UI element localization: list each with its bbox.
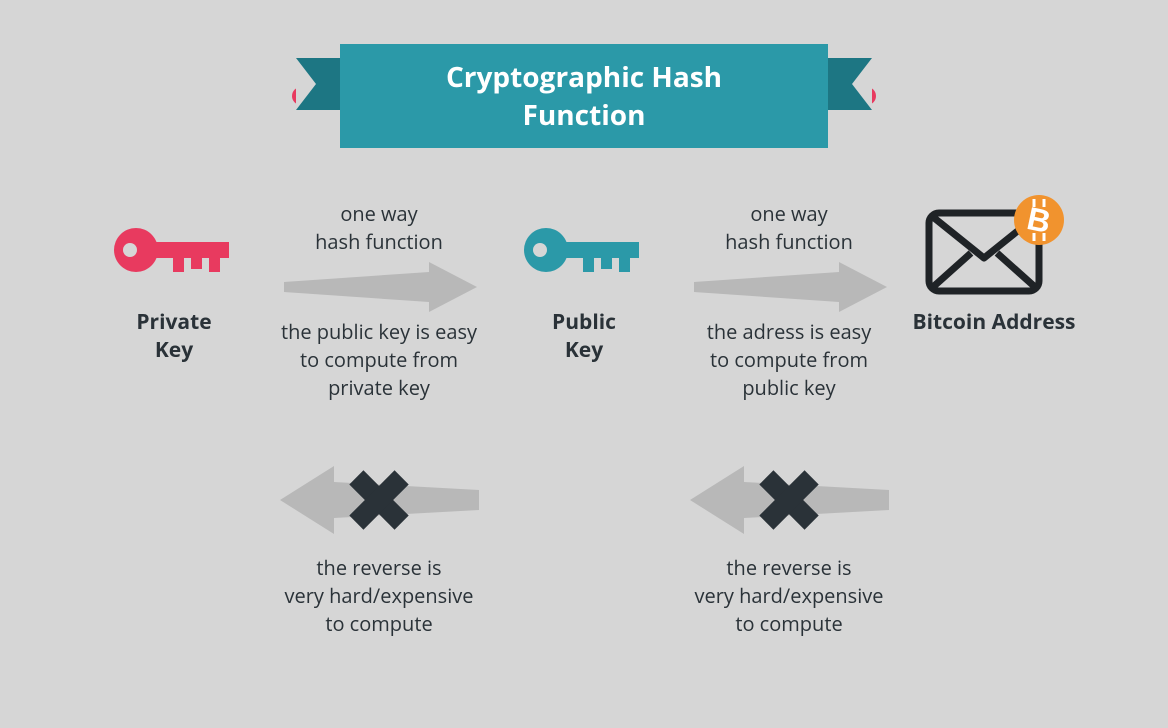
arrow-left-blocked-icon <box>262 460 497 540</box>
node-bitcoin-address: B Bitcoin Address <box>907 200 1082 336</box>
arrow-bottom-text: the public key is easyto compute frompri… <box>262 318 497 402</box>
node-label: PublicKey <box>497 308 672 365</box>
node-private-key: PrivateKey <box>87 200 262 365</box>
reverse-arrow-1: the reverse isvery hard/expensiveto comp… <box>262 460 497 638</box>
banner-ribbon: Cryptographic Hash Function <box>340 44 828 148</box>
reverse-text: the reverse isvery hard/expensiveto comp… <box>262 554 497 638</box>
flow-row: PrivateKey one wayhash function the publ… <box>0 200 1168 402</box>
envelope-bitcoin-icon: B <box>907 200 1082 300</box>
arrow-bottom-text: the adress is easyto compute frompublic … <box>672 318 907 402</box>
title-banner: Cryptographic Hash Function <box>292 44 876 148</box>
banner-title: Cryptographic Hash Function <box>340 44 828 148</box>
key-icon <box>497 200 672 300</box>
forward-arrow-2: one wayhash function the adress is easyt… <box>672 200 907 402</box>
arrow-top-text: one wayhash function <box>262 200 497 256</box>
arrow-right-icon <box>672 262 907 312</box>
node-label: Bitcoin Address <box>907 308 1082 336</box>
node-label: PrivateKey <box>87 308 262 365</box>
reverse-text: the reverse isvery hard/expensiveto comp… <box>672 554 907 638</box>
forward-arrow-1: one wayhash function the public key is e… <box>262 200 497 402</box>
key-icon <box>87 200 262 300</box>
node-public-key: PublicKey <box>497 200 672 365</box>
arrow-left-blocked-icon <box>672 460 907 540</box>
reverse-arrow-2: the reverse isvery hard/expensiveto comp… <box>672 460 907 638</box>
arrow-top-text: one wayhash function <box>672 200 907 256</box>
arrow-right-icon <box>262 262 497 312</box>
reverse-row: the reverse isvery hard/expensiveto comp… <box>0 460 1168 638</box>
